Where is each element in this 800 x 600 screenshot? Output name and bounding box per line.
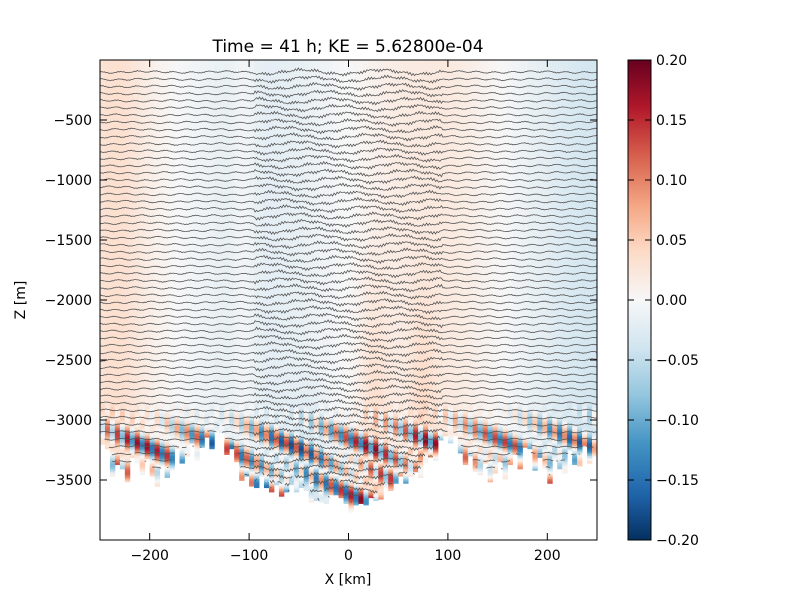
- field-cell: [120, 468, 125, 470]
- field-cell: [115, 463, 120, 465]
- field-cell: [100, 443, 105, 445]
- field-cell: [110, 475, 115, 477]
- chart-title: Time = 41 h; KE = 5.62800e-04: [211, 37, 483, 57]
- chart: Time = 41 h; KE = 5.62800e-04 −200 −100 0 1…: [0, 0, 800, 600]
